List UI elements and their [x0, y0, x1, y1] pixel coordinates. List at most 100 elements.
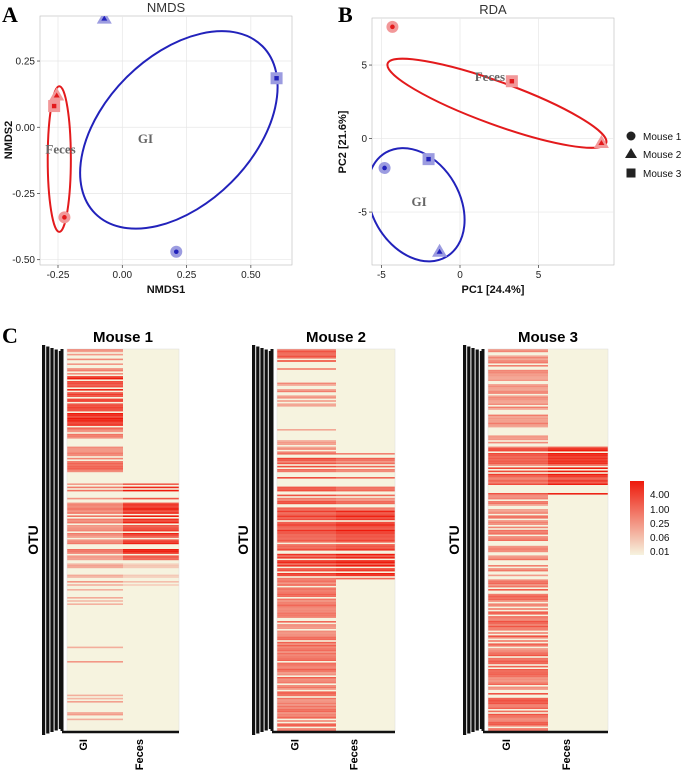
- heatmap-cell: [277, 549, 336, 551]
- heatmap-title: Mouse 1: [93, 329, 153, 346]
- heatmap-cell: [277, 446, 336, 449]
- heatmap-cell: [277, 384, 336, 386]
- dendrogram-branch: [475, 349, 479, 731]
- rda-y-tick-label: 0: [361, 134, 367, 145]
- heatmap-mouse-3: Mouse 3 OTU GI Feces: [446, 329, 609, 770]
- heatmap-cell: [123, 486, 179, 489]
- heatmap-cell: [488, 456, 548, 458]
- heatmap-cell: [488, 533, 548, 535]
- heatmap-cell: [277, 614, 336, 617]
- heatmap-cell: [277, 561, 336, 564]
- heatmap-cell: [277, 715, 336, 717]
- heatmap-column-feces: [548, 349, 608, 731]
- heatmap-cell: [67, 395, 123, 397]
- legend-square-icon: [626, 168, 636, 178]
- heatmap-cell: [336, 465, 395, 468]
- heatmap-cell: [548, 461, 608, 463]
- heatmap-cell: [488, 470, 548, 473]
- heatmap-cell: [67, 358, 123, 361]
- heatmap-cell: [67, 483, 123, 485]
- heatmap-cell: [488, 635, 548, 637]
- heatmap-cell: [488, 625, 548, 628]
- heatmap-cell: [277, 699, 336, 701]
- heatmap-cell: [67, 385, 123, 388]
- heatmap-cell: [336, 529, 395, 532]
- heatmap-cell: [336, 568, 395, 570]
- heatmap-cell: [336, 497, 395, 500]
- heatmap-cell: [488, 550, 548, 553]
- rda-plot-area: [371, 17, 615, 266]
- heatmap-cell: [67, 429, 123, 431]
- heatmap-cell: [67, 417, 123, 420]
- heatmap-cell: [67, 421, 123, 423]
- heatmap-cell: [67, 448, 123, 450]
- heatmap-cell: [488, 665, 548, 668]
- heatmap-cell: [488, 547, 548, 549]
- heatmap-cell: [488, 649, 548, 652]
- rda-point-triangle: [598, 139, 605, 145]
- heatmap-cell: [123, 521, 179, 524]
- heatmap-cell: [277, 368, 336, 370]
- heatmap-cell: [277, 606, 336, 609]
- heatmap-cell: [67, 350, 123, 353]
- heatmap-cell: [67, 465, 123, 468]
- heatmap-cell: [488, 645, 548, 647]
- heatmap-cell: [277, 451, 336, 453]
- heatmap-cell: [67, 542, 123, 545]
- heatmap-cell: [277, 534, 336, 537]
- heatmap-cell: [277, 641, 336, 644]
- heatmap-cell: [488, 707, 548, 709]
- heatmap-cell: [123, 541, 179, 543]
- heatmap-cell: [277, 517, 336, 519]
- heatmap-cell: [488, 717, 548, 719]
- heatmap-cell: [277, 461, 336, 463]
- heatmap-cell: [67, 414, 123, 417]
- heatmap-cell: [67, 576, 123, 578]
- heatmap-cell: [277, 395, 336, 397]
- heatmap-cell: [67, 646, 123, 649]
- heatmap-cell: [488, 355, 548, 357]
- heatmap-cell: [67, 433, 123, 436]
- heatmap-cell: [123, 518, 179, 521]
- heatmap-cell: [277, 643, 336, 645]
- heatmap-cell: [336, 470, 395, 473]
- heatmap-cell: [277, 403, 336, 405]
- heatmap-cell: [123, 497, 179, 500]
- heatmap-cell: [277, 649, 336, 652]
- nmds-x-tick-label: 0.00: [113, 270, 133, 281]
- heatmap-cell: [336, 512, 395, 514]
- heatmap-cell: [277, 581, 336, 583]
- dendrogram-branch: [46, 346, 50, 734]
- heatmap-cell: [123, 507, 179, 509]
- heatmap-cell: [336, 494, 395, 497]
- dendrogram-branch: [54, 349, 58, 731]
- heatmap-cell: [488, 705, 548, 708]
- heatmap-cell: [277, 469, 336, 471]
- heatmap-cell: [277, 632, 336, 634]
- heatmap-cell: [277, 707, 336, 709]
- heatmap-cell: [488, 536, 548, 538]
- heatmap-cell: [67, 557, 123, 559]
- heatmap-cell: [277, 441, 336, 444]
- heatmap-cell: [67, 462, 123, 465]
- heatmap-cell: [488, 464, 548, 466]
- heatmap-cell: [336, 469, 395, 471]
- heatmap-cell: [336, 528, 395, 530]
- heatmap-cell: [123, 525, 179, 527]
- heatmap-cell: [336, 509, 395, 511]
- heatmap-cell: [277, 555, 336, 557]
- heatmap-cell: [488, 557, 548, 559]
- heatmap-cell: [488, 648, 548, 650]
- heatmap-cell: [277, 669, 336, 671]
- heatmap-cell: [488, 661, 548, 663]
- legend-triangle-icon: [625, 148, 637, 158]
- heatmap-cell: [67, 382, 123, 385]
- heatmap-cell: [488, 713, 548, 716]
- heatmap-cell: [488, 720, 548, 722]
- heatmap-cell: [336, 557, 395, 559]
- heatmap-cell: [277, 697, 336, 700]
- heatmap-cell: [277, 611, 336, 613]
- heatmap-cell: [67, 550, 123, 553]
- heatmap-cell: [488, 419, 548, 421]
- heatmap-cell: [548, 457, 608, 460]
